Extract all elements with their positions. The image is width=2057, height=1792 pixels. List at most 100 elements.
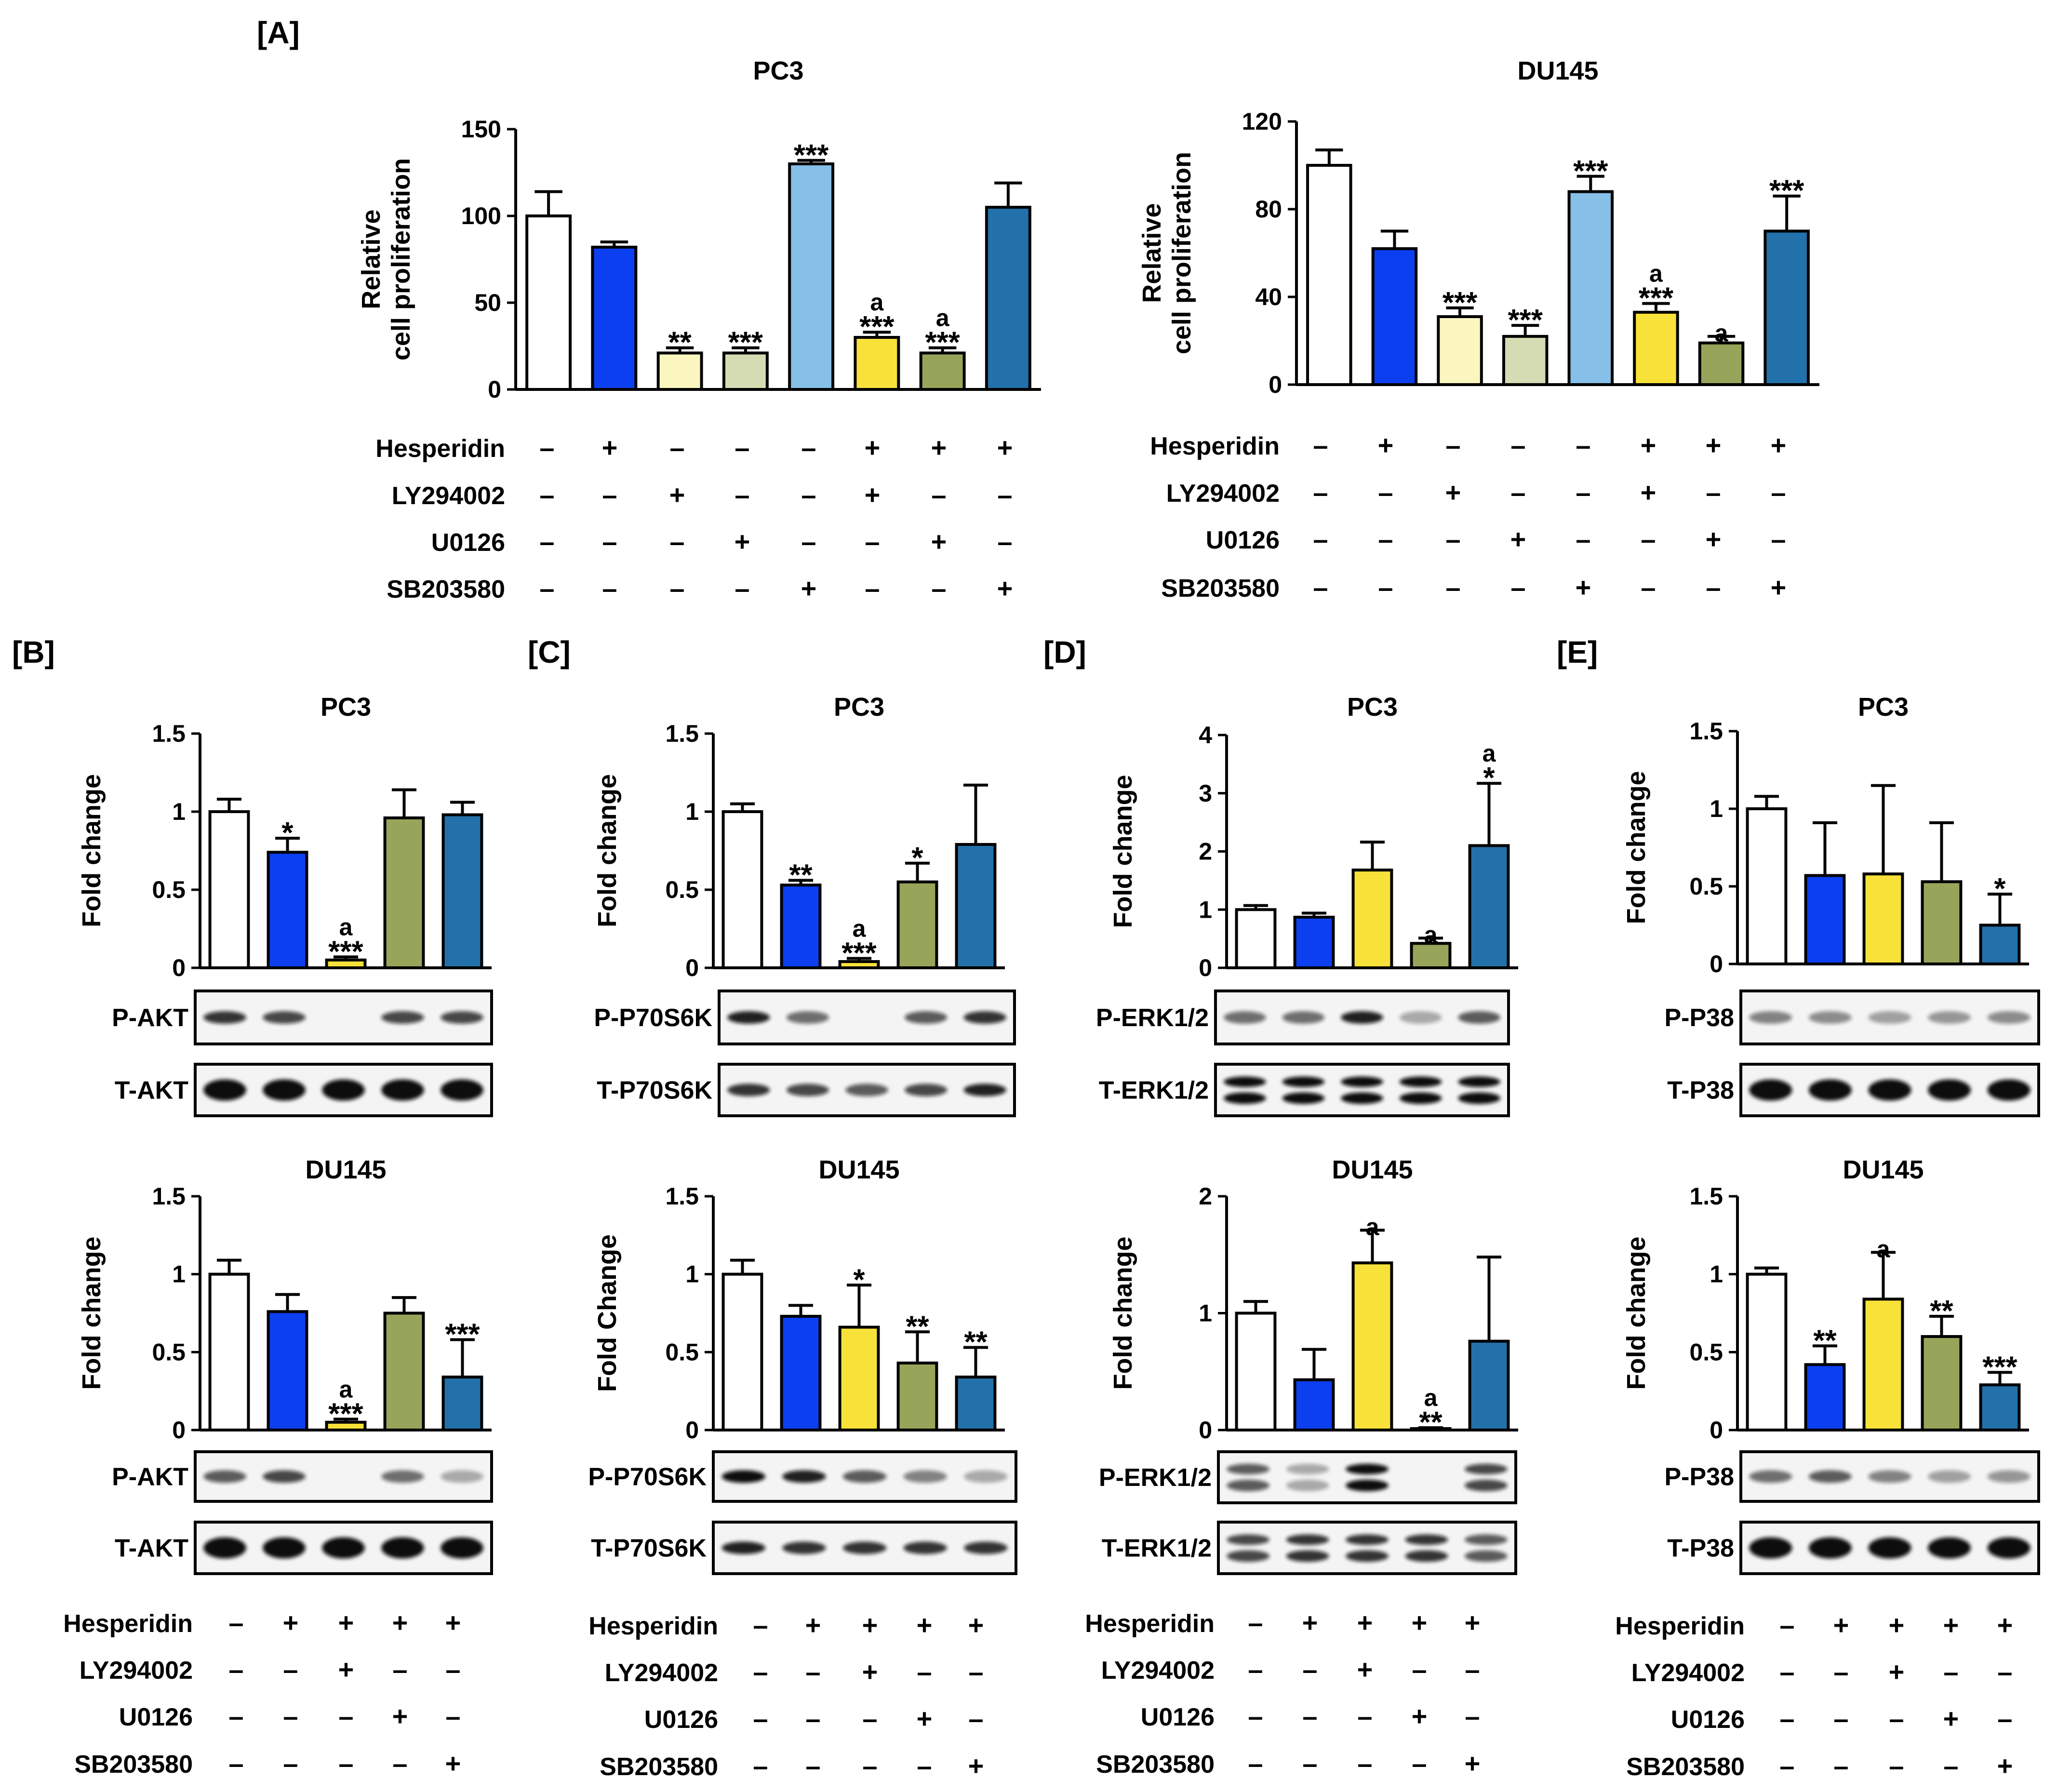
y-tick-label: 150 — [461, 116, 501, 143]
blot-c-du-t: T-P70S6K — [591, 1521, 1017, 1575]
treatment-value: – — [1302, 1701, 1317, 1731]
blot-band — [203, 1079, 246, 1101]
y-tick-label: 0 — [1199, 1417, 1212, 1444]
chart-title: PC3 — [1347, 693, 1398, 722]
treatment-label: Hesperidin — [63, 1610, 193, 1638]
treatment-value: – — [753, 1751, 768, 1781]
treatment-value: – — [1779, 1751, 1794, 1781]
blot-band — [1282, 1076, 1325, 1087]
chart-d-du145: DU145 Fold change 0 1 2 a a ** — [1109, 1155, 1518, 1444]
y-tick-label: 1 — [172, 1261, 186, 1288]
table-d: Hesperidin – + + + + LY294002 – – + – – U0126 – – – + – SB… — [1085, 1607, 1480, 1779]
blot-band — [1928, 1537, 1971, 1559]
blot-band — [441, 1011, 483, 1024]
blot-b-du-t: T-AKT — [115, 1521, 493, 1575]
treatment-value: – — [917, 1751, 932, 1781]
significance-label: a ** — [1419, 1384, 1443, 1439]
treatment-value: – — [805, 1657, 820, 1687]
bar — [1763, 229, 1810, 386]
blot-band — [203, 1470, 246, 1483]
treatment-value: – — [917, 1657, 932, 1687]
y-axis-label: Fold change — [1622, 1236, 1651, 1390]
treatment-value: – — [1248, 1607, 1263, 1638]
table-a-du145: Hesperidin – + – – – + + + LY294002 – – + – – + – – U0126 –… — [1150, 430, 1786, 602]
blot-band — [441, 1079, 483, 1101]
blot-band — [1224, 1092, 1266, 1104]
blot-band — [1928, 1470, 1971, 1483]
treatment-value: – — [1779, 1610, 1794, 1640]
bar — [1921, 880, 1963, 965]
blot-band — [1464, 1534, 1508, 1545]
treatment-label: Hesperidin — [1085, 1610, 1215, 1638]
treatment-value: + — [1465, 1607, 1481, 1638]
blot-band — [1346, 1534, 1389, 1545]
treatment-value: – — [931, 573, 946, 603]
significance-label: ** — [964, 1326, 988, 1359]
bar — [955, 843, 997, 970]
blot-band — [1399, 1011, 1442, 1024]
y-tick-label: 2 — [1199, 838, 1212, 865]
blot-b-pc3-t: T-AKT — [115, 1063, 493, 1117]
chart-title: PC3 — [1858, 693, 1909, 722]
blot-band — [1458, 1076, 1500, 1087]
bar — [267, 851, 308, 969]
treatment-value: – — [1576, 524, 1590, 554]
blot-d-du-p: P-ERK1/2 — [1099, 1450, 1517, 1504]
treatment-value: – — [1412, 1748, 1427, 1779]
table-c: Hesperidin – + + + + LY294002 – – + – – U0126 – – – + – SB… — [588, 1610, 984, 1781]
treatment-label: LY294002 — [1631, 1659, 1745, 1687]
blot-label: P-P70S6K — [588, 1463, 707, 1491]
treatment-value: + — [1889, 1610, 1905, 1640]
bar — [721, 810, 763, 969]
blot-frame — [1217, 1521, 1517, 1575]
treatment-value: – — [1445, 430, 1460, 460]
blot-label: T-P38 — [1667, 1535, 1734, 1563]
y-tick-label: 1 — [1199, 1300, 1212, 1327]
bar — [1437, 315, 1483, 387]
blot-band — [1868, 1079, 1911, 1101]
blot-c-pc3-p: P-P70S6K — [594, 990, 1016, 1045]
treatment-value: + — [931, 432, 947, 463]
treatment-tables: Hesperidin – + – – – + + + LY294002 – – + – – + – – U0126 –… — [63, 430, 2013, 1781]
treatment-value: – — [1313, 524, 1328, 554]
treatment-value: – — [1576, 477, 1590, 508]
y-tick-label: 80 — [1255, 196, 1282, 223]
y-tick-label: 1 — [685, 1261, 699, 1288]
treatment-label: LY294002 — [1166, 480, 1280, 508]
treatment-value: + — [1771, 430, 1787, 460]
bar — [1293, 1378, 1335, 1432]
y-tick-label: 0 — [1710, 950, 1723, 977]
treatment-label: U0126 — [1671, 1706, 1745, 1734]
blot-band — [1464, 1480, 1508, 1491]
treatment-value: – — [228, 1701, 243, 1731]
treatment-value: + — [1706, 430, 1722, 460]
y-axis-label: Fold Change — [593, 1234, 622, 1392]
bar — [1567, 190, 1614, 386]
treatment-value: – — [1997, 1657, 2012, 1687]
treatment-value: – — [801, 480, 816, 510]
treatment-value: – — [539, 573, 554, 603]
treatment-value: – — [805, 1751, 820, 1781]
y-axis-label: Fold change — [1622, 771, 1651, 924]
blot-band — [1286, 1534, 1329, 1545]
blot-band — [381, 1470, 424, 1483]
treatment-value: + — [735, 526, 750, 557]
bar — [1351, 1261, 1393, 1432]
treatment-label: SB203580 — [1096, 1751, 1215, 1779]
treatment-label: U0126 — [1141, 1703, 1215, 1731]
y-tick-label: 4 — [1199, 722, 1212, 749]
treatment-value: – — [968, 1657, 983, 1687]
bar — [780, 883, 822, 970]
panel-label-a: [A] — [257, 15, 300, 50]
bar — [780, 1314, 822, 1431]
blot-band — [203, 1537, 246, 1559]
treatment-value: – — [1412, 1654, 1427, 1685]
treatment-value: – — [392, 1748, 407, 1779]
significance-label: ** — [1813, 1324, 1837, 1357]
blot-e-du-t: T-P38 — [1667, 1521, 2040, 1575]
blot-band — [963, 1541, 1008, 1554]
treatment-value: – — [1943, 1657, 1958, 1687]
significance-label: a *** — [328, 913, 363, 968]
significance-label: a * — [1483, 740, 1496, 795]
